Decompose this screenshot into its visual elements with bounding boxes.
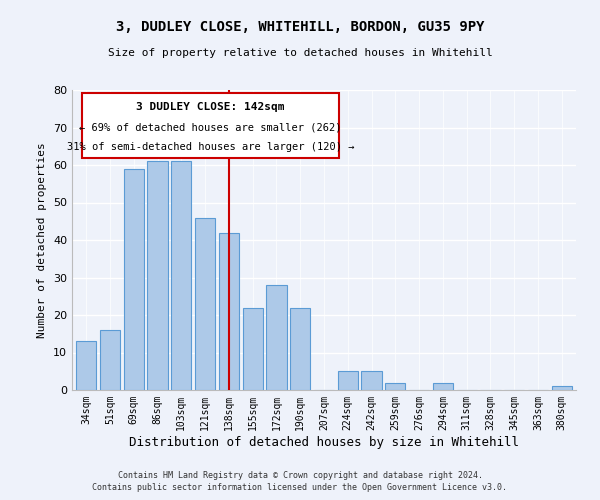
Bar: [148, 161, 167, 390]
Text: Contains public sector information licensed under the Open Government Licence v3: Contains public sector information licen…: [92, 484, 508, 492]
Bar: [124, 169, 144, 390]
Bar: [100, 330, 120, 390]
Bar: [219, 232, 239, 390]
Text: Size of property relative to detached houses in Whitehill: Size of property relative to detached ho…: [107, 48, 493, 58]
Bar: [76, 341, 97, 390]
Bar: [266, 285, 287, 390]
Text: 31% of semi-detached houses are larger (120) →: 31% of semi-detached houses are larger (…: [67, 142, 355, 152]
Text: 3, DUDLEY CLOSE, WHITEHILL, BORDON, GU35 9PY: 3, DUDLEY CLOSE, WHITEHILL, BORDON, GU35…: [116, 20, 484, 34]
Bar: [385, 382, 406, 390]
Bar: [338, 371, 358, 390]
Text: Contains HM Land Registry data © Crown copyright and database right 2024.: Contains HM Land Registry data © Crown c…: [118, 471, 482, 480]
FancyBboxPatch shape: [82, 93, 339, 158]
Bar: [195, 218, 215, 390]
Text: ← 69% of detached houses are smaller (262): ← 69% of detached houses are smaller (26…: [79, 122, 342, 132]
X-axis label: Distribution of detached houses by size in Whitehill: Distribution of detached houses by size …: [129, 436, 519, 448]
Bar: [361, 371, 382, 390]
Text: 3 DUDLEY CLOSE: 142sqm: 3 DUDLEY CLOSE: 142sqm: [136, 102, 285, 112]
Bar: [171, 161, 191, 390]
Bar: [242, 308, 263, 390]
Bar: [551, 386, 572, 390]
Y-axis label: Number of detached properties: Number of detached properties: [37, 142, 47, 338]
Bar: [433, 382, 453, 390]
Bar: [290, 308, 310, 390]
